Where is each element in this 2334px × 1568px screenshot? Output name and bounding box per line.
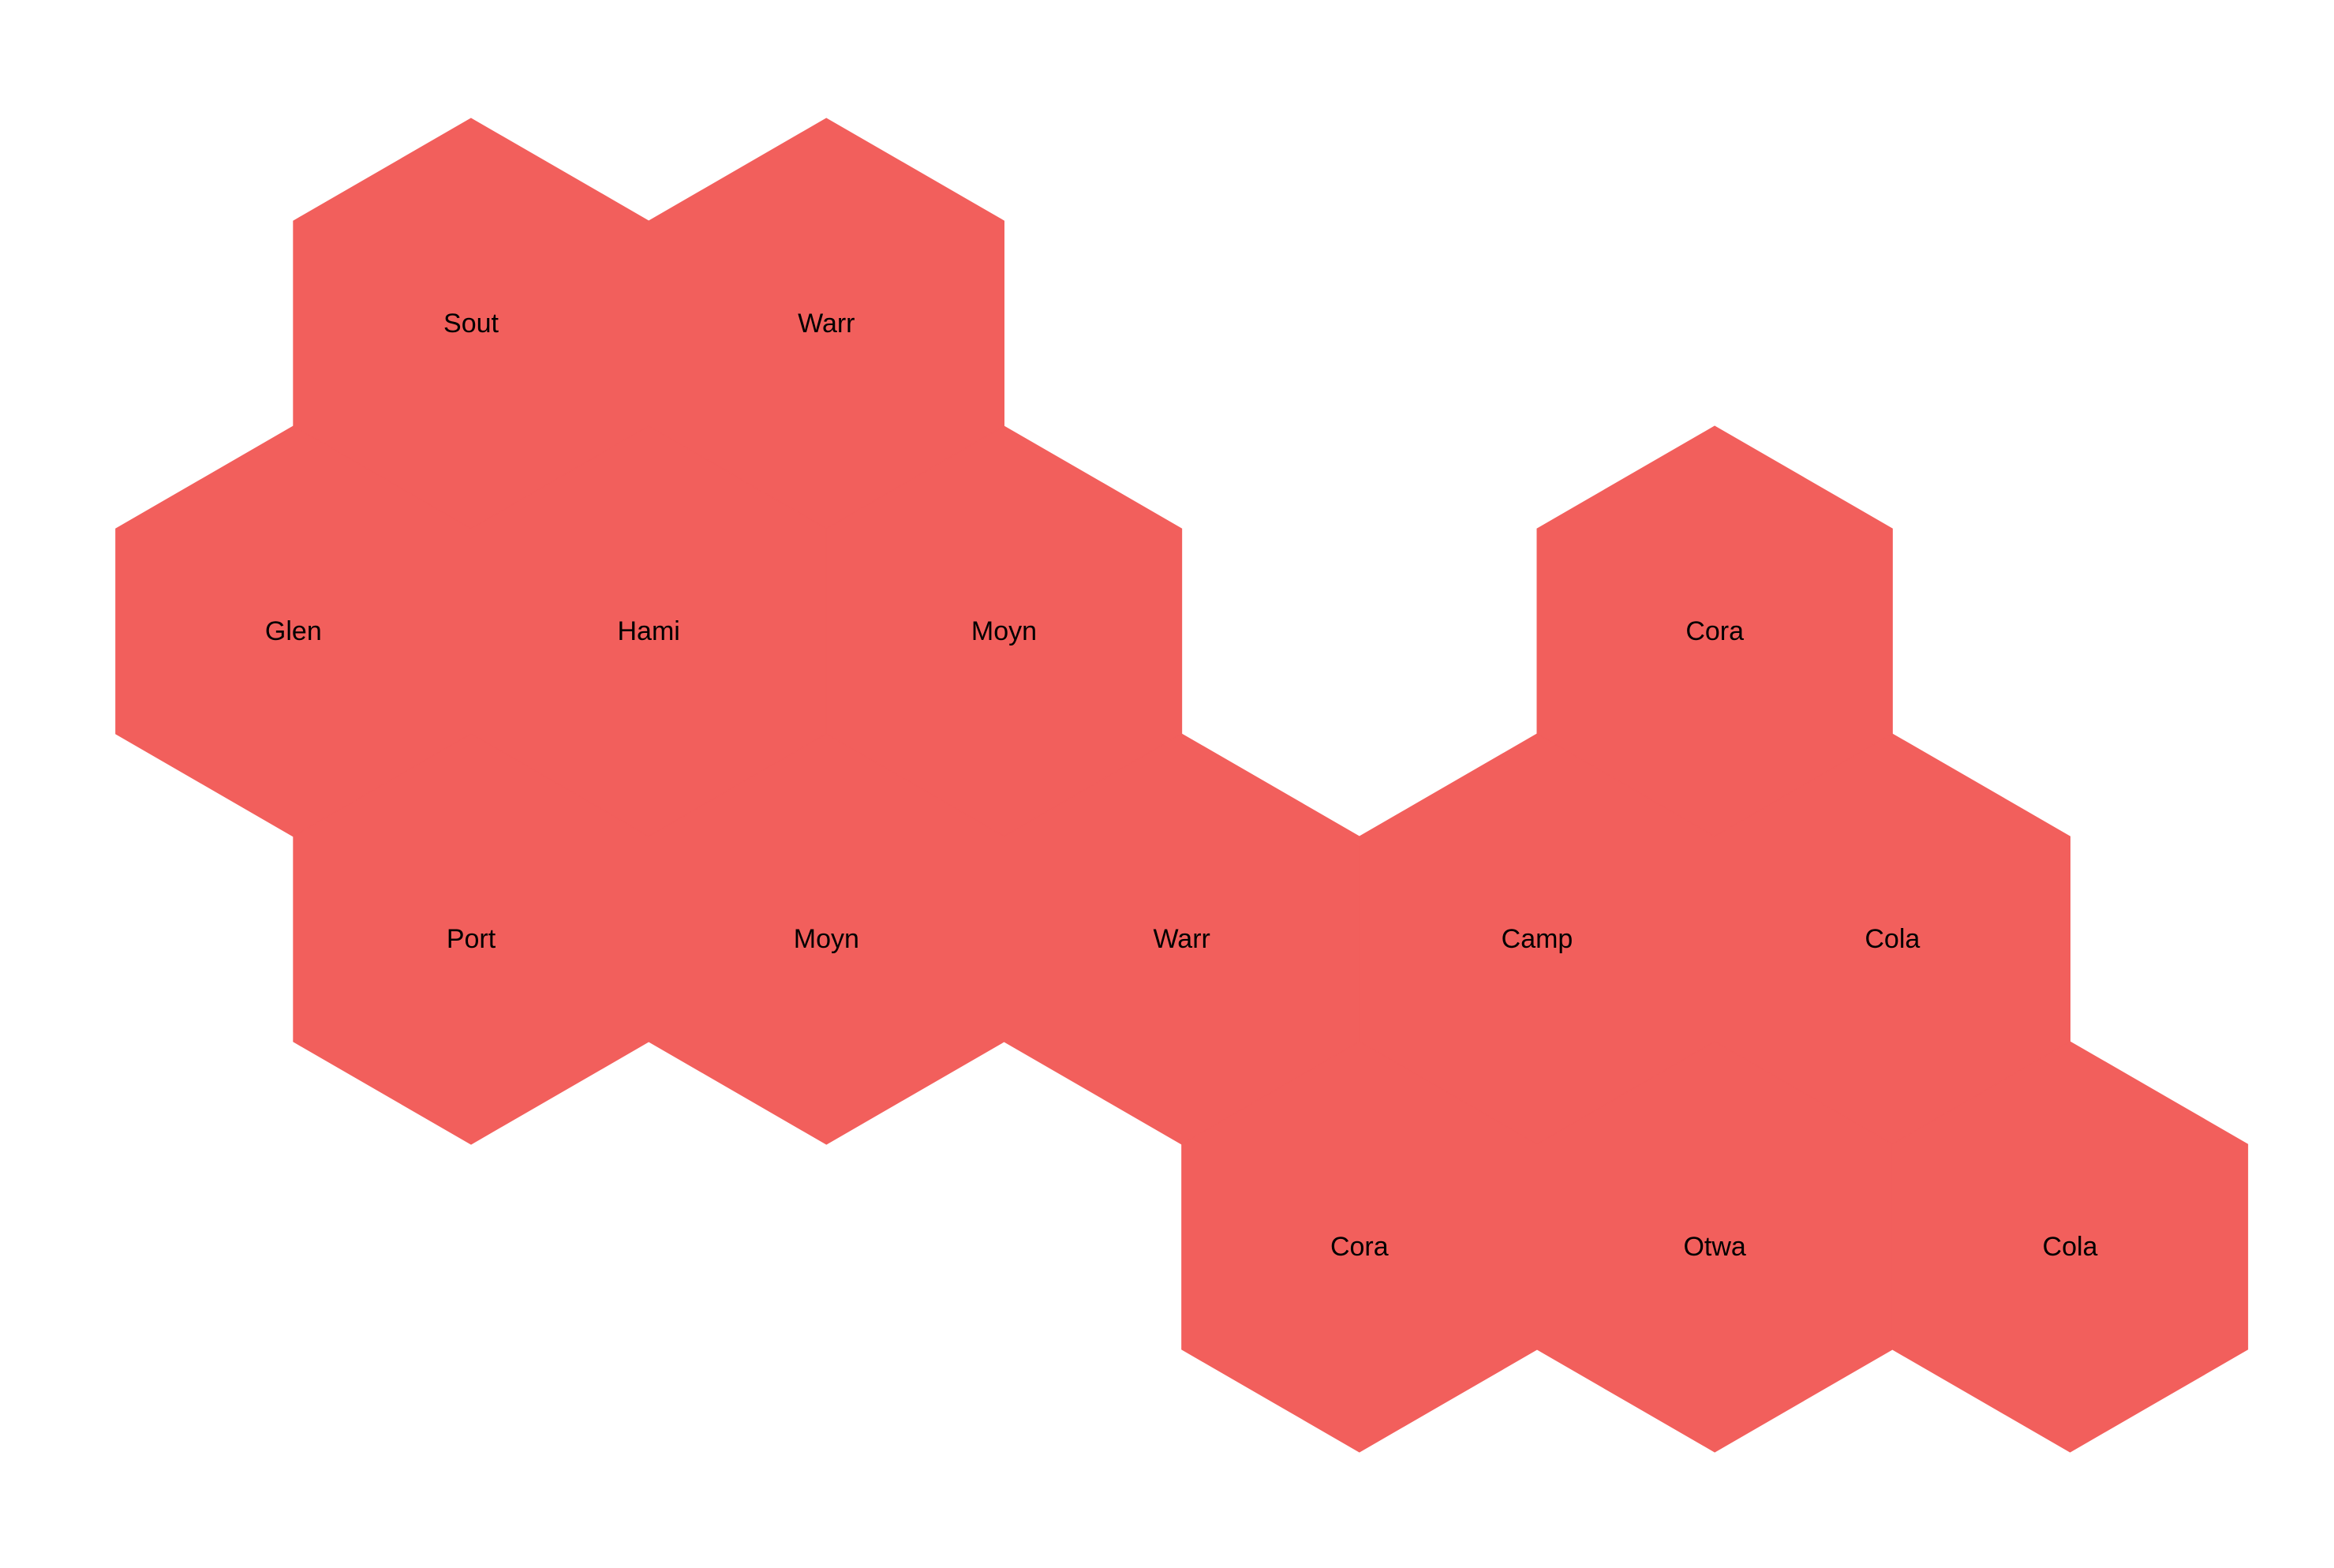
hex-label: Moyn (971, 616, 1037, 646)
hex-layer: Sout Warr Glen Hami Moyn Cora Port Moyn Warr Camp… (115, 118, 2249, 1453)
hex-tile-cola (1891, 1041, 2249, 1453)
hex-label: Cora (1330, 1232, 1389, 1262)
hex-label: Moyn (794, 924, 859, 954)
hex-label: Warr (1153, 924, 1210, 954)
hex-label: Warr (798, 309, 855, 339)
hex-label: Cora (1685, 616, 1744, 646)
hex-label: Hami (617, 616, 679, 646)
hex-label: Glen (265, 616, 322, 646)
hex-label: Port (447, 924, 496, 954)
hex-label: Sout (443, 309, 499, 339)
hex-label: Otwa (1683, 1232, 1745, 1262)
hex-label: Cola (1865, 924, 1920, 954)
hex-label: Cola (2043, 1232, 2098, 1262)
hex-label: Camp (1502, 924, 1573, 954)
